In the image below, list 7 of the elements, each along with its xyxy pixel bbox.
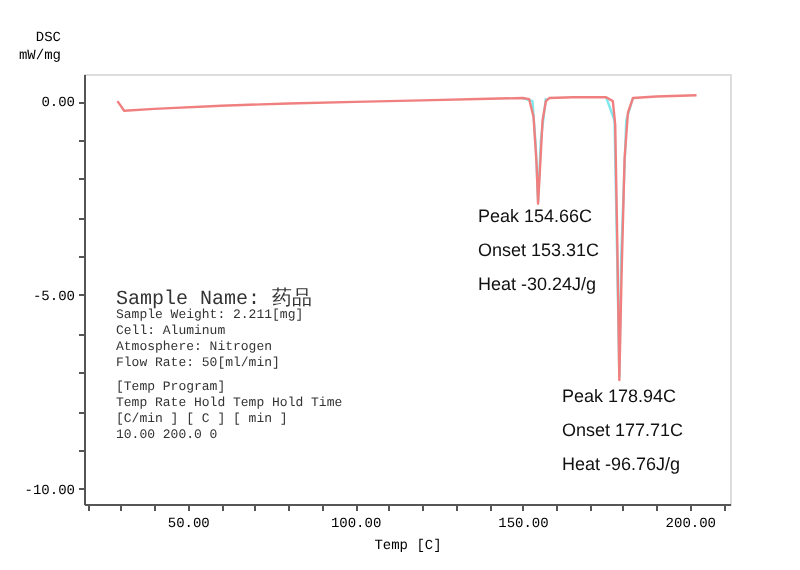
annotation: Onset 177.71C — [562, 420, 685, 440]
annotation: Heat -96.76J/g — [562, 454, 681, 474]
annotation: Heat -30.24J/g — [478, 274, 597, 294]
annotation: Onset 153.31C — [478, 240, 601, 260]
annotation: Peak 154.66C — [478, 206, 594, 226]
line-series — [116, 94, 698, 382]
annotation: Peak 178.94C — [562, 386, 678, 406]
